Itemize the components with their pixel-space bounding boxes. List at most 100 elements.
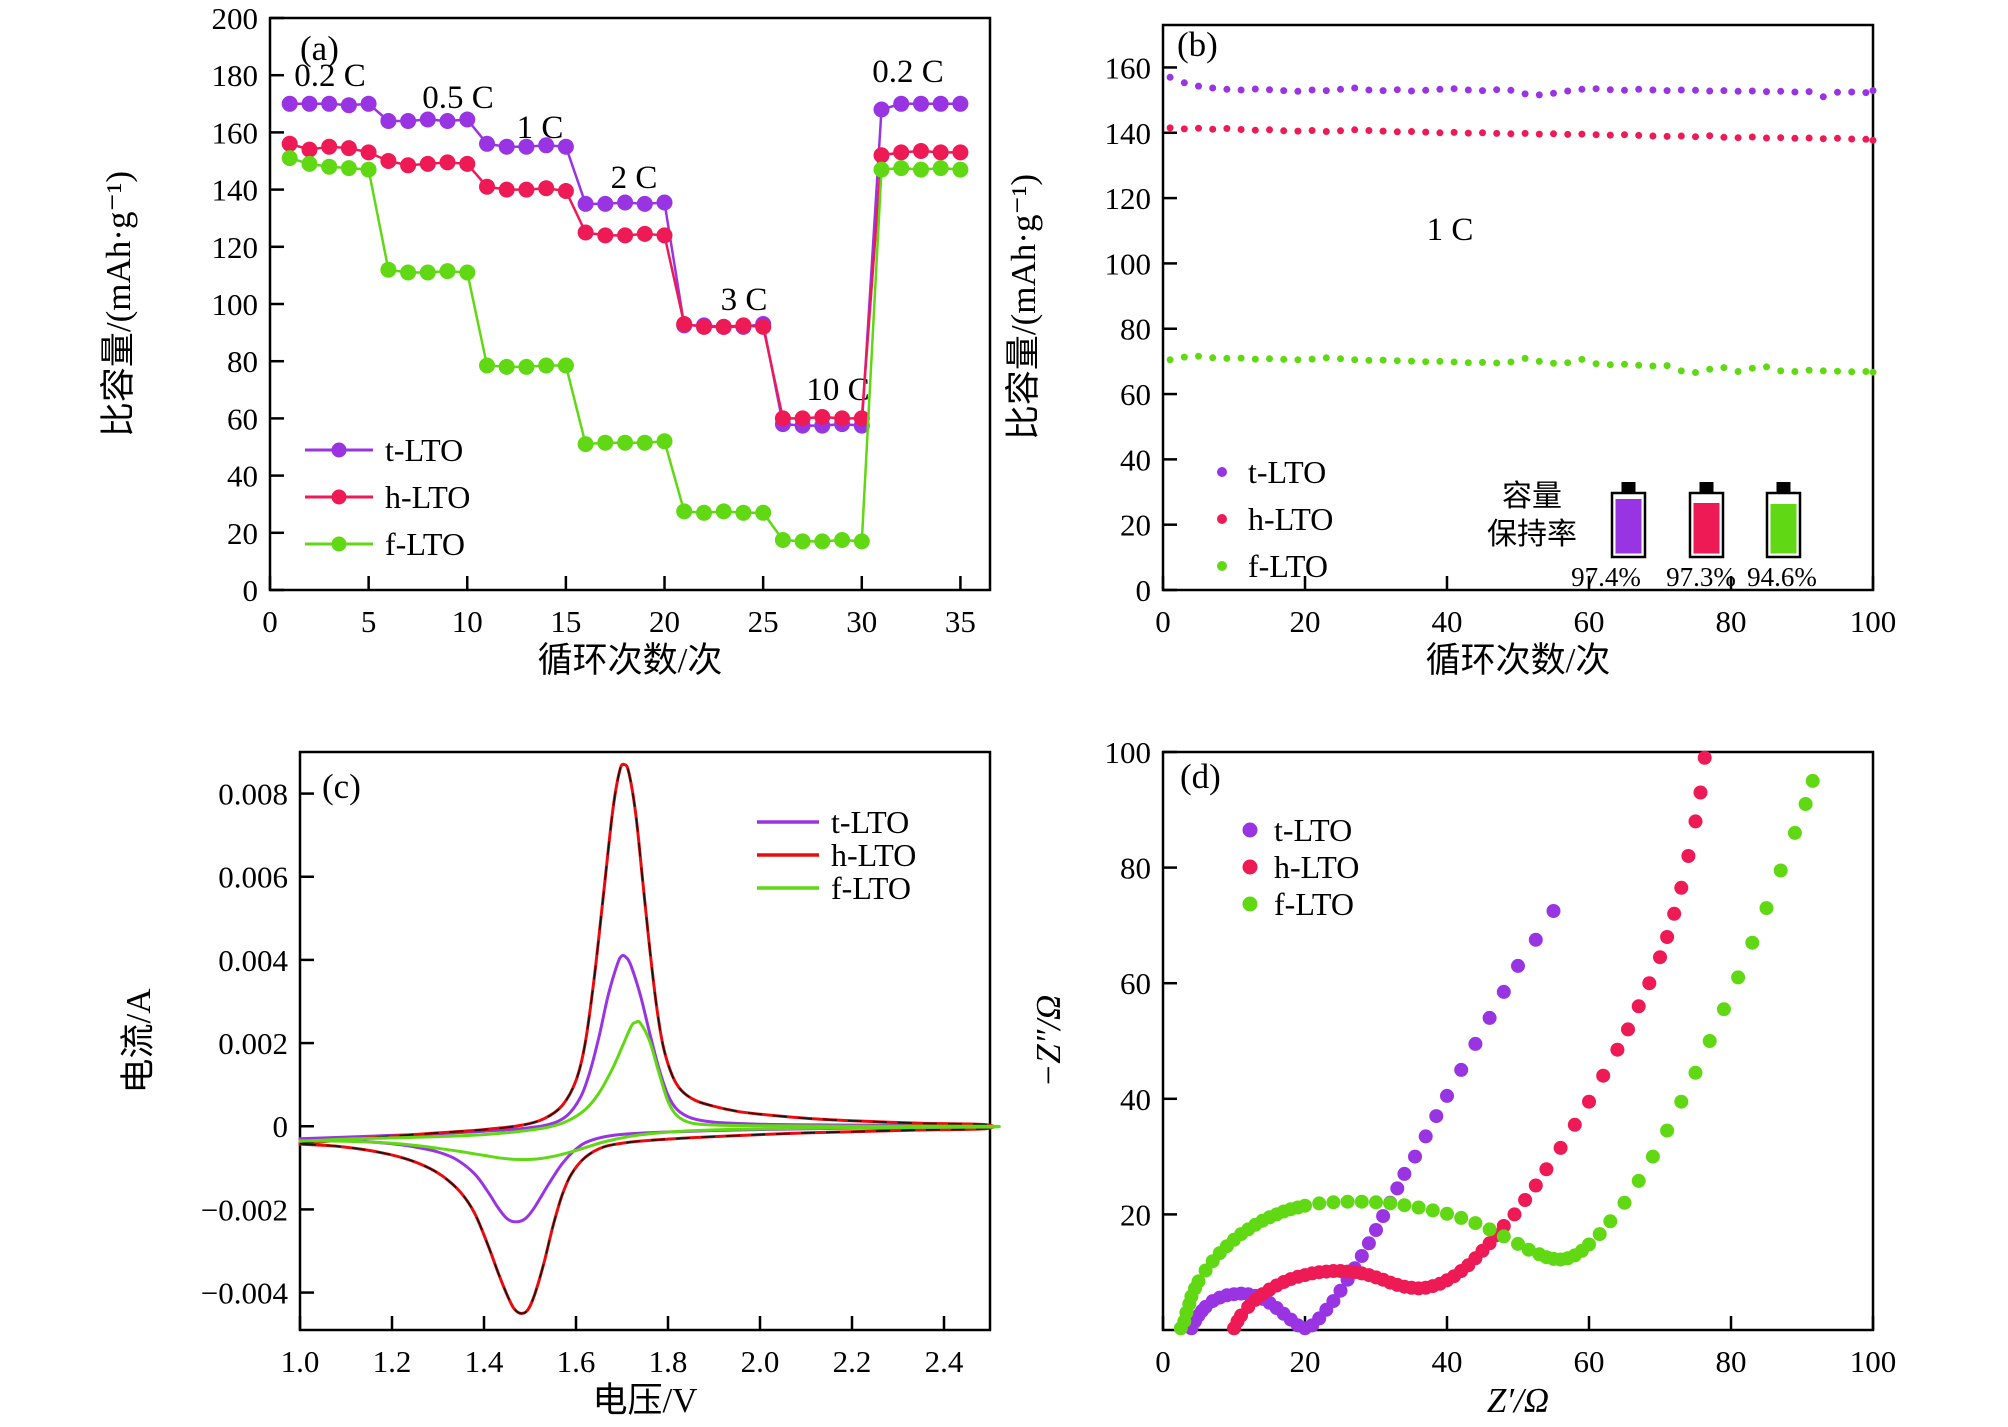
data-point <box>1251 126 1259 134</box>
data-point <box>1692 133 1699 141</box>
data-point <box>1369 1195 1383 1210</box>
data-point <box>1805 366 1813 374</box>
panel-letter: (d) <box>1180 757 1221 796</box>
data-point <box>1223 85 1231 93</box>
data-point <box>1354 1194 1369 1209</box>
data-point <box>1681 849 1696 863</box>
data-point <box>1660 930 1675 944</box>
data-point <box>1564 130 1572 138</box>
battery-fill <box>1693 503 1720 554</box>
data-point <box>380 113 397 129</box>
data-point <box>1677 367 1685 375</box>
data-point <box>952 161 969 178</box>
data-point <box>1440 1206 1454 1221</box>
panel-letter: (b) <box>1177 25 1218 64</box>
y-axis-title: 比容量/(mAh·g⁻¹) <box>1004 174 1043 440</box>
y-tick-label: 100 <box>212 287 259 322</box>
data-point <box>853 533 870 550</box>
legend-item-h-lto: h-LTO <box>1242 849 1359 885</box>
data-point <box>1511 1236 1525 1251</box>
x-tick-label: 60 <box>1574 1344 1605 1379</box>
data-point <box>715 503 732 520</box>
series-points-t-lto <box>1166 73 1877 101</box>
data-point <box>340 97 357 114</box>
battery-cap <box>1621 482 1636 493</box>
data-point <box>636 434 653 451</box>
battery-icon <box>1610 482 1647 559</box>
retention-title-line2: 保持率 <box>1487 518 1577 551</box>
data-point <box>1674 880 1689 895</box>
data-point <box>1848 368 1856 376</box>
data-point <box>1697 750 1712 765</box>
data-point <box>676 316 693 332</box>
data-point <box>557 183 574 199</box>
data-point <box>952 144 969 161</box>
annotation-label: 0.2 C <box>872 54 944 90</box>
data-point <box>1383 1196 1398 1211</box>
annotation-label: 3 C <box>721 282 768 318</box>
data-point <box>459 111 476 128</box>
data-point <box>755 318 772 335</box>
data-point <box>1436 85 1444 93</box>
data-point <box>715 318 732 335</box>
y-tick-label: 40 <box>1120 1082 1151 1117</box>
data-point <box>1528 1178 1543 1193</box>
retention-title-line1: 容量 <box>1502 480 1562 513</box>
data-point <box>1251 85 1259 93</box>
data-point <box>321 95 338 112</box>
data-point <box>1390 1181 1405 1196</box>
data-point <box>1606 131 1614 139</box>
data-point <box>281 95 298 112</box>
panel-letter: (c) <box>322 767 361 806</box>
retention-percent: 97.4% <box>1571 562 1641 592</box>
data-point <box>1482 1222 1497 1237</box>
data-point <box>1550 89 1557 97</box>
x-axis-title: 电压/V <box>592 1381 697 1420</box>
data-point <box>1340 1194 1355 1209</box>
data-point <box>1436 357 1444 365</box>
data-point <box>735 317 752 334</box>
legend-label: f-LTO <box>1274 886 1354 922</box>
data-point <box>1596 1068 1611 1083</box>
data-point <box>1539 1162 1554 1177</box>
data-point <box>1621 131 1628 139</box>
data-point <box>1649 86 1657 94</box>
data-point <box>1166 124 1174 132</box>
data-point <box>1578 130 1586 138</box>
data-point <box>1631 1173 1646 1188</box>
data-point <box>1635 85 1643 93</box>
battery-icon <box>1765 482 1802 559</box>
data-point <box>1592 131 1600 139</box>
data-point <box>1298 1198 1312 1213</box>
data-point <box>1351 126 1359 134</box>
data-point <box>656 227 673 244</box>
data-point <box>1425 1203 1440 1218</box>
data-point <box>1450 85 1458 93</box>
data-point <box>1848 88 1856 96</box>
data-point <box>1763 134 1770 142</box>
battery-cap <box>1776 482 1791 493</box>
data-point <box>1578 355 1586 363</box>
annotation-label: 0.2 C <box>294 58 366 94</box>
data-point <box>1408 1149 1422 1164</box>
data-point <box>1464 359 1472 367</box>
data-point <box>1791 368 1799 375</box>
data-point <box>1603 1214 1618 1229</box>
data-point <box>1280 87 1288 95</box>
data-point <box>1209 354 1217 362</box>
annotation-label: 10 C <box>806 372 869 408</box>
data-point <box>913 161 929 178</box>
legend-label: t-LTO <box>385 432 463 468</box>
data-point <box>1479 358 1486 366</box>
x-tick-label: 1.2 <box>373 1344 412 1379</box>
data-point <box>1397 1166 1412 1181</box>
data-point <box>1777 367 1785 375</box>
legend-label: t-LTO <box>1248 454 1326 490</box>
data-point <box>518 181 535 198</box>
legend: t-LTO h-LTO f-LTO <box>1217 454 1333 584</box>
data-point <box>1734 134 1742 142</box>
data-point <box>1748 364 1756 372</box>
data-point <box>1635 361 1643 369</box>
battery-fill <box>1615 499 1642 554</box>
data-point <box>1649 362 1657 370</box>
